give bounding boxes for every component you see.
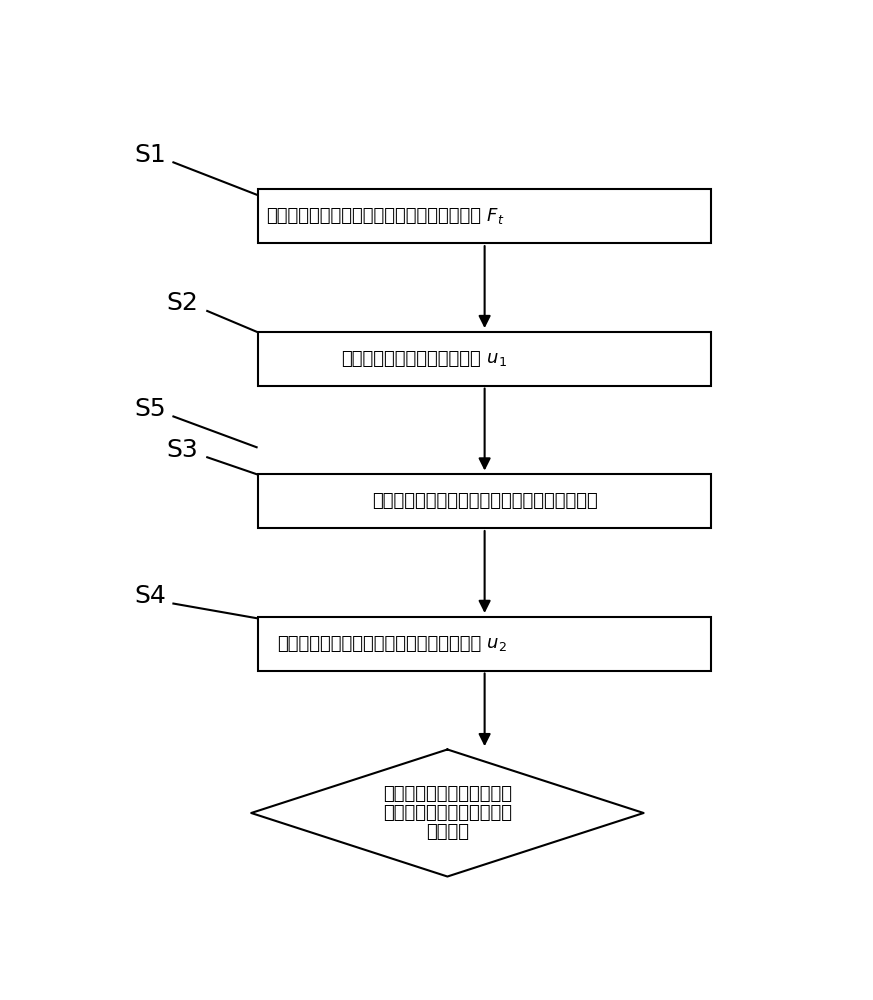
Text: 计算重载列车运行作用于隧道道床垂直集中力: 计算重载列车运行作用于隧道道床垂直集中力 (266, 207, 481, 225)
Text: S2: S2 (167, 291, 198, 315)
Text: 确定受列车荷载影响新建下穿隧道周边应力状态: 确定受列车荷载影响新建下穿隧道周边应力状态 (372, 492, 597, 510)
Text: S4: S4 (134, 584, 167, 608)
Polygon shape (251, 749, 643, 877)
FancyBboxPatch shape (258, 332, 711, 386)
Text: 计算下穿隧道开挖引起的既有隧道隧底位移: 计算下穿隧道开挖引起的既有隧道隧底位移 (277, 635, 481, 653)
Text: $F_t$: $F_t$ (481, 206, 505, 226)
Text: 隧底位移: 隧底位移 (426, 823, 469, 841)
Text: S3: S3 (167, 438, 198, 462)
Text: S1: S1 (134, 143, 167, 167)
Text: 计算考虑列车荷载影响及下: 计算考虑列车荷载影响及下 (383, 785, 512, 803)
FancyBboxPatch shape (258, 617, 711, 671)
FancyBboxPatch shape (258, 474, 711, 528)
FancyBboxPatch shape (258, 189, 711, 243)
Text: 计算列车荷载作用下隧底位移: 计算列车荷载作用下隧底位移 (341, 350, 481, 368)
Text: $u_2$: $u_2$ (481, 635, 507, 653)
Text: $u_1$: $u_1$ (481, 350, 507, 368)
Text: S5: S5 (134, 397, 167, 421)
Text: 穿隧道开挖作用下既有隧道: 穿隧道开挖作用下既有隧道 (383, 804, 512, 822)
